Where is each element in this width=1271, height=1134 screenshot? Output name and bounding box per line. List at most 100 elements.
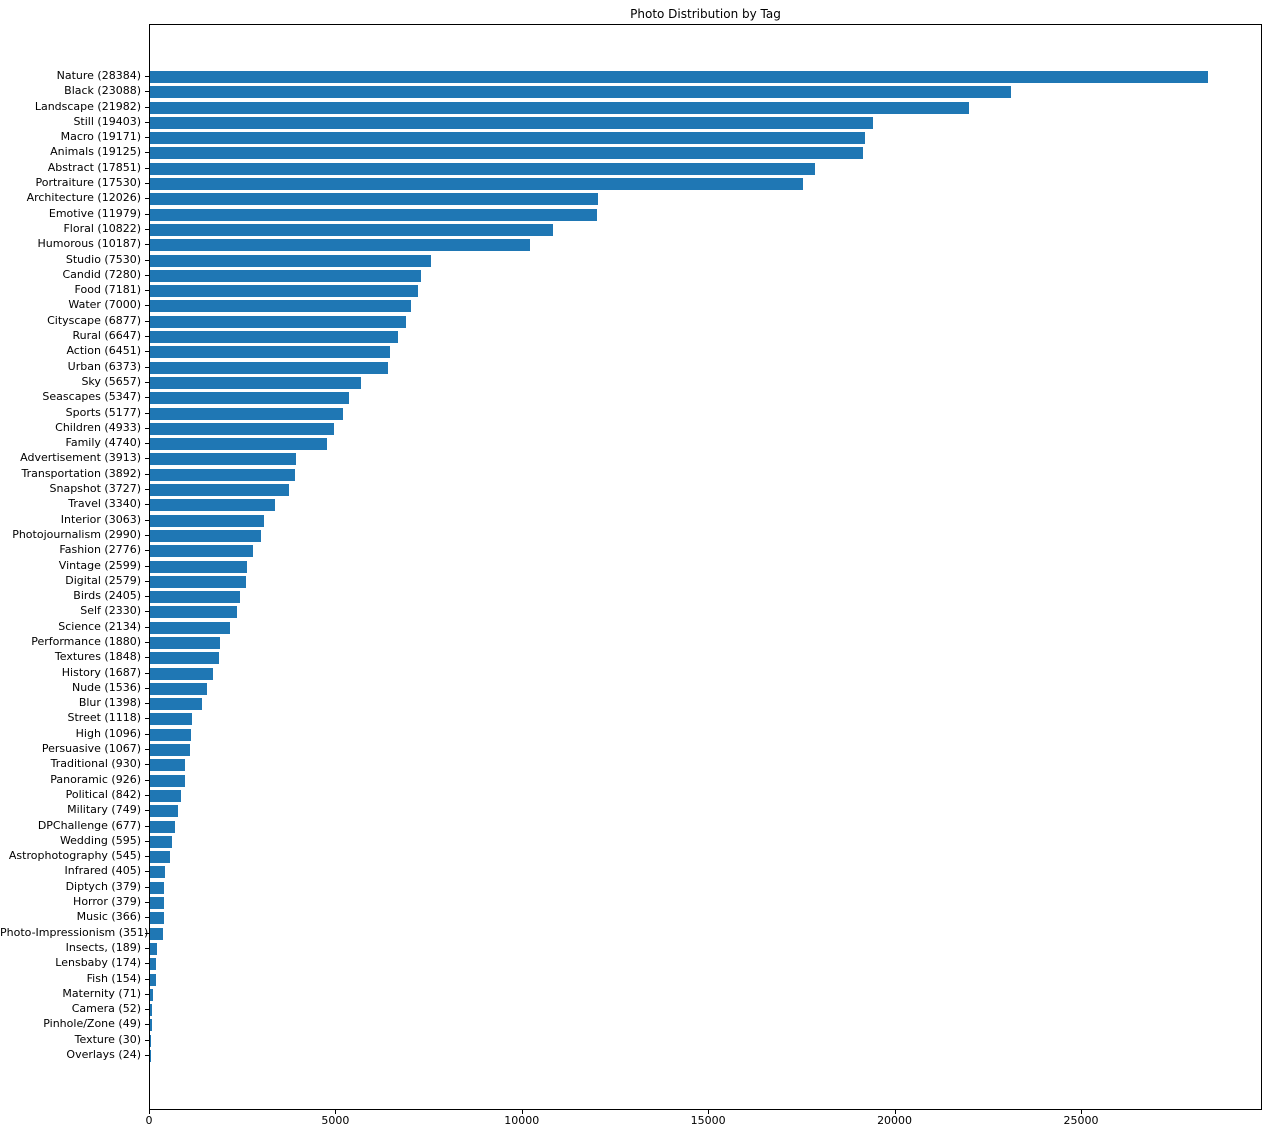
y-tick-label: Portraiture (17530) [35,176,141,190]
y-tick-label: Black (23088) [64,84,141,98]
bar [150,285,418,298]
bar [150,1004,152,1017]
bar [150,86,1011,99]
x-tick-mark [149,1110,150,1114]
plot-area [149,24,1262,1110]
y-tick-label: Pinhole/Zone (49) [43,1017,141,1031]
y-tick-label: Diptych (379) [65,879,141,893]
y-tick-mark [145,320,149,322]
y-tick-label: Street (1118) [67,711,142,725]
y-tick-mark [145,902,149,904]
y-tick-label: Performance (1880) [31,634,141,648]
bar [150,346,391,359]
y-tick-mark [145,1039,149,1041]
y-tick-mark [145,871,149,873]
bar [150,116,874,129]
y-tick-mark [145,351,149,353]
y-tick-mark [145,228,149,230]
bar [150,621,230,634]
bar [150,851,171,864]
bar [150,514,265,527]
bar [150,529,262,542]
bar [150,698,203,711]
bar [150,376,361,389]
bar [150,331,398,344]
y-tick-label: DPChallenge (677) [37,818,141,832]
bar [150,927,164,940]
y-tick-mark [145,932,149,934]
y-tick-label: Photo-Impressionism (351) [0,925,149,939]
y-tick-mark [145,1055,149,1056]
y-tick-label: Abstract (17851) [47,160,141,174]
y-tick-label: Maternity (71) [62,986,141,1000]
bar [150,682,208,695]
y-tick-mark [145,198,149,200]
y-tick-label: Rural (6647) [72,329,141,343]
y-tick-label: Vintage (2599) [58,558,141,572]
y-tick-mark [145,718,149,720]
y-tick-label: Overlays (24) [66,1048,141,1061]
x-tick-mark [894,1110,896,1114]
y-tick-mark [145,519,149,521]
bar [150,407,343,420]
y-tick-mark [145,305,149,307]
y-tick-mark [145,596,149,598]
y-tick-mark [145,397,149,399]
y-tick-mark [145,91,149,93]
bar [150,988,153,1001]
y-tick-mark [145,106,149,108]
y-tick-mark [145,381,149,383]
y-tick-label: Infrared (405) [64,864,141,878]
y-tick-label: Cityscape (6877) [47,313,141,327]
x-tick-label: 10000 [504,1114,540,1127]
bar [150,361,388,374]
y-tick-label: Astrophotography (545) [8,849,141,863]
bar [150,1019,152,1032]
y-tick-label: Digital (2579) [65,573,141,587]
y-tick-label: Candid (7280) [62,267,142,281]
x-tick-label: 25000 [1063,1114,1099,1127]
y-tick-mark [145,917,149,919]
y-tick-mark [145,856,149,858]
bar [150,71,1209,83]
bar [150,575,247,588]
bar [150,300,411,313]
y-tick-mark [145,993,149,995]
x-tick-mark [1080,1110,1082,1114]
y-tick-mark [145,259,149,261]
y-tick-mark [145,810,149,812]
bar [150,652,219,665]
bar [150,881,165,894]
y-tick-label: Traditional (930) [50,757,141,771]
bar [150,468,296,481]
y-tick-label: Studio (7530) [65,252,141,266]
y-tick-mark [145,733,149,735]
y-tick-mark [145,76,149,77]
y-tick-label: Sky (5657) [81,374,141,388]
y-tick-label: Self (2330) [80,604,141,618]
bar [150,147,863,160]
x-tick-label: 15000 [690,1114,726,1127]
y-tick-mark [145,473,149,475]
y-tick-mark [145,703,149,705]
y-tick-mark [145,1024,149,1026]
y-tick-label: Travel (3340) [68,497,141,511]
y-tick-mark [145,626,149,628]
x-tick-mark [335,1110,337,1114]
bar [150,942,158,955]
y-tick-label: Food (7181) [74,283,141,297]
y-tick-mark [145,274,149,276]
bar [150,315,407,328]
y-tick-mark [145,443,149,445]
bar [150,208,597,221]
bar [150,162,816,175]
y-tick-label: Textures (1848) [54,650,141,664]
y-tick-label: Transportation (3892) [21,466,141,480]
y-tick-label: Family (4740) [65,436,141,450]
y-tick-mark [145,458,149,460]
y-tick-mark [145,779,149,781]
bar [150,713,192,726]
y-tick-mark [145,565,149,567]
y-tick-mark [145,504,149,506]
bar [150,438,327,451]
